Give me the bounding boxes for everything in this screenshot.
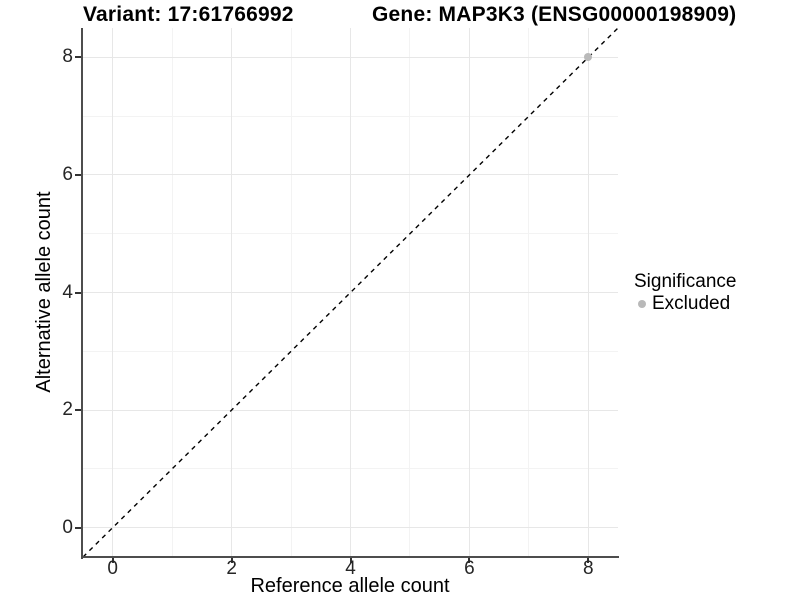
x-tick-label: 2 — [226, 558, 237, 579]
x-tick-mark — [468, 558, 471, 563]
x-tick-mark — [111, 558, 114, 563]
plot-panel — [82, 27, 619, 558]
x-tick-label: 0 — [107, 558, 118, 579]
x-tick-mark — [349, 558, 352, 563]
identity-dashed-line — [82, 27, 619, 558]
x-axis-line — [81, 556, 619, 558]
legend-item-excluded: Excluded — [634, 293, 798, 315]
y-tick-mark — [75, 173, 81, 176]
excluded-point-icon — [638, 300, 646, 308]
y-tick-mark — [75, 56, 81, 59]
major-gridline-y — [83, 409, 618, 411]
x-tick-label: 6 — [464, 558, 475, 579]
y-tick-label: 8 — [62, 46, 73, 68]
x-tick-mark — [230, 558, 233, 563]
legend: Significance Excluded — [634, 271, 798, 315]
y-tick-label: 2 — [62, 399, 73, 421]
y-tick-label: 6 — [62, 163, 73, 185]
major-gridline-y — [83, 56, 618, 58]
variant-title: Variant: 17:61766992 — [83, 3, 294, 26]
identity-dashed-line-path — [82, 27, 619, 558]
major-gridline-y — [83, 527, 618, 529]
y-tick-label: 4 — [62, 281, 73, 303]
x-axis-title: Reference allele count — [250, 575, 450, 597]
x-tick-mark — [587, 558, 590, 563]
major-gridline-y — [83, 292, 618, 293]
y-tick-label: 0 — [62, 516, 73, 538]
data-point-excluded — [584, 53, 593, 62]
y-tick-mark — [75, 526, 81, 529]
y-axis-line — [81, 28, 83, 559]
legend-item-label: Excluded — [652, 293, 731, 314]
legend-title: Significance — [634, 271, 737, 292]
x-tick-label: 8 — [582, 558, 594, 579]
major-gridline-y — [83, 174, 618, 176]
gene-title: Gene: MAP3K3 (ENSG00000198909) — [372, 3, 737, 26]
y-tick-mark — [75, 291, 81, 294]
x-tick-label: 4 — [345, 558, 356, 579]
y-tick-mark — [75, 409, 81, 412]
